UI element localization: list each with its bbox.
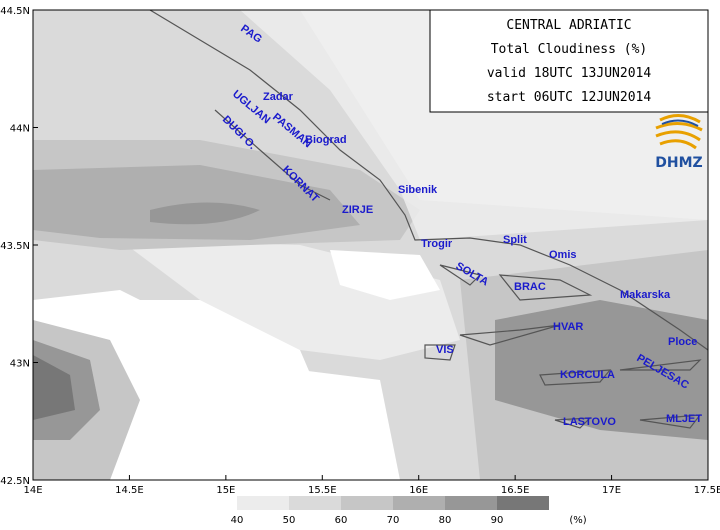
shade <box>330 250 440 300</box>
colorbar-unit: (%) <box>569 515 586 526</box>
title-line: valid 18UTC 13JUN2014 <box>487 66 652 81</box>
colorbar-label: 40 <box>231 515 244 526</box>
lat-tick-label: 44N <box>10 124 30 135</box>
colorbar-label: 90 <box>491 515 504 526</box>
lon-tick-label: 17.5E <box>694 485 720 496</box>
place-label: Omis <box>549 249 577 261</box>
place-label: Split <box>503 234 527 246</box>
title-line: CENTRAL ADRIATIC <box>506 18 631 33</box>
colorbar-label: 80 <box>439 515 452 526</box>
colorbar-label: 70 <box>387 515 400 526</box>
lon-tick-label: 16E <box>409 485 428 496</box>
title-line: start 06UTC 12JUN2014 <box>487 90 652 105</box>
lat-tick-label: 43N <box>10 359 30 370</box>
title-line: Total Cloudiness (%) <box>491 42 648 57</box>
place-label: Ploce <box>668 336 697 348</box>
lon-tick-label: 16.5E <box>501 485 530 496</box>
place-label: MLJET <box>666 413 702 425</box>
shade <box>33 165 360 240</box>
colorbar-swatch <box>497 496 549 510</box>
shade <box>90 300 330 460</box>
place-label: Biograd <box>305 134 347 146</box>
place-label: Sibenik <box>398 184 438 196</box>
colorbar-swatch <box>341 496 393 510</box>
place-label: VIS <box>436 344 454 356</box>
lat-tick-label: 44.5N <box>0 6 30 17</box>
lon-tick-label: 15E <box>216 485 235 496</box>
place-label: Trogir <box>421 238 453 250</box>
lat-tick-label: 42.5N <box>0 476 30 487</box>
place-label: HVAR <box>553 321 583 333</box>
lon-tick-label: 14.5E <box>115 485 144 496</box>
colorbar-swatch <box>237 496 289 510</box>
shade <box>495 300 708 440</box>
place-label: LASTOVO <box>563 416 616 428</box>
shade <box>150 202 260 225</box>
logo-text: DHMZ <box>655 155 702 171</box>
shade <box>33 355 75 420</box>
colorbar-label: 50 <box>283 515 296 526</box>
coastline <box>214 109 331 201</box>
lon-tick-label: 14E <box>23 485 42 496</box>
colorbar-label: 60 <box>335 515 348 526</box>
title-box <box>429 9 709 113</box>
place-label: KORCULA <box>560 369 615 381</box>
coastline <box>149 10 708 351</box>
place-label: Zadar <box>263 91 294 103</box>
logo <box>655 114 703 150</box>
place-label: ZIRJE <box>342 204 373 216</box>
colorbar-swatch <box>393 496 445 510</box>
lon-tick-label: 17E <box>602 485 621 496</box>
lon-tick-label: 15.5E <box>308 485 337 496</box>
colorbar-swatch <box>211 496 237 510</box>
coastline <box>424 264 702 429</box>
place-label: Makarska <box>620 289 671 301</box>
colorbar-swatch <box>445 496 497 510</box>
colorbar-swatch <box>289 496 341 510</box>
lat-tick-label: 43.5N <box>0 241 30 252</box>
place-label: BRAC <box>514 281 546 293</box>
